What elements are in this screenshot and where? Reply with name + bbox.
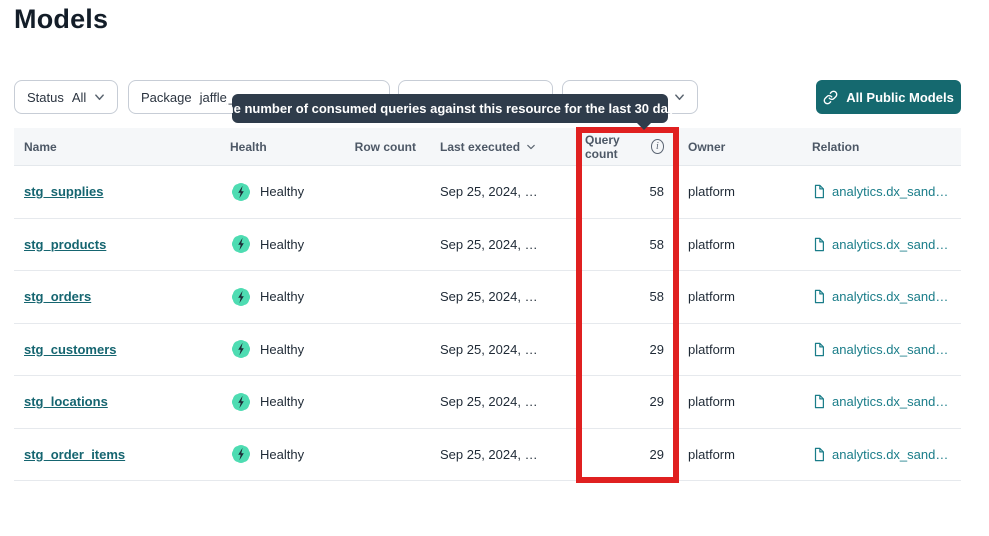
column-header-relation[interactable]: Relation <box>812 139 860 154</box>
model-link[interactable]: stg_order_items <box>24 446 126 462</box>
table-row: stg_customers Healthy Sep 25, 2024, … 29… <box>14 323 961 376</box>
query-count-value: 58 <box>649 289 664 305</box>
status-filter-value: All <box>71 89 87 105</box>
document-icon <box>814 237 824 251</box>
owner-value: platform <box>688 394 735 410</box>
table-row: stg_orders Healthy Sep 25, 2024, … 58 pl… <box>14 271 961 324</box>
health-badge-icon <box>231 235 251 254</box>
last-executed-value: Sep 25, 2024, … <box>440 341 538 357</box>
query-count-value: 58 <box>649 236 664 252</box>
status-filter-label: Status <box>27 89 64 105</box>
model-link[interactable]: stg_customers <box>24 341 117 357</box>
table-row: stg_locations Healthy Sep 25, 2024, … 29… <box>14 376 961 429</box>
last-executed-value: Sep 25, 2024, … <box>440 289 538 305</box>
relation-link[interactable]: analytics.dx_sand… <box>832 236 949 252</box>
query-count-value: 29 <box>649 394 664 410</box>
health-status-label: Healthy <box>260 236 305 252</box>
chevron-down-icon <box>526 140 536 154</box>
tooltip-text: The number of consumed queries against t… <box>217 101 683 116</box>
all-public-models-label: All Public Models <box>846 89 954 105</box>
health-badge-icon <box>231 445 251 464</box>
column-header-last-executed[interactable]: Last executed <box>420 140 570 154</box>
last-executed-value: Sep 25, 2024, … <box>440 184 538 200</box>
document-icon <box>814 342 824 356</box>
package-filter-value: jaffle_ <box>199 89 235 105</box>
query-count-value: 29 <box>649 446 664 462</box>
health-status-label: Healthy <box>260 394 305 410</box>
last-executed-label: Last executed <box>440 139 521 154</box>
package-filter-label: Package <box>141 89 192 105</box>
query-count-value: 29 <box>649 341 664 357</box>
tooltip-caret <box>636 122 652 130</box>
health-badge-icon <box>231 340 251 359</box>
health-badge-icon <box>231 392 251 411</box>
column-header-health[interactable]: Health <box>230 139 267 154</box>
document-icon <box>814 395 824 409</box>
last-executed-value: Sep 25, 2024, … <box>440 236 538 252</box>
document-icon <box>814 447 824 461</box>
owner-value: platform <box>688 184 735 200</box>
query-count-tooltip: The number of consumed queries against t… <box>218 94 682 130</box>
owner-value: platform <box>688 446 735 462</box>
health-status-label: Healthy <box>260 289 305 305</box>
status-filter-dropdown[interactable]: Status All <box>14 80 118 114</box>
health-status-label: Healthy <box>260 341 305 357</box>
query-count-label: Query count <box>585 132 620 161</box>
relation-link[interactable]: analytics.dx_sand… <box>832 446 949 462</box>
document-icon <box>814 290 824 304</box>
health-status-label: Healthy <box>260 446 305 462</box>
model-link[interactable]: stg_products <box>24 236 107 252</box>
column-header-owner[interactable]: Owner <box>688 139 726 154</box>
table-row: stg_supplies Healthy Sep 25, 2024, … 58 … <box>14 166 961 219</box>
info-icon[interactable]: i <box>650 139 664 154</box>
health-status-label: Healthy <box>260 184 305 200</box>
link-icon <box>823 90 838 105</box>
all-public-models-button[interactable]: All Public Models <box>816 80 961 114</box>
model-link[interactable]: stg_supplies <box>24 184 104 200</box>
relation-link[interactable]: analytics.dx_sand… <box>832 394 949 410</box>
relation-link[interactable]: analytics.dx_sand… <box>832 184 949 200</box>
owner-value: platform <box>688 289 735 305</box>
owner-value: platform <box>688 236 735 252</box>
models-table: Name Health Row count Last executed Quer… <box>14 128 961 481</box>
last-executed-value: Sep 25, 2024, … <box>440 394 538 410</box>
relation-link[interactable]: analytics.dx_sand… <box>832 341 949 357</box>
query-count-value: 58 <box>649 184 664 200</box>
page-title: Models <box>14 4 109 34</box>
relation-link[interactable]: analytics.dx_sand… <box>832 289 949 305</box>
health-badge-icon <box>231 287 251 306</box>
health-badge-icon <box>231 182 251 201</box>
table-row: stg_products Healthy Sep 25, 2024, … 58 … <box>14 218 961 271</box>
document-icon <box>814 185 824 199</box>
chevron-down-icon <box>674 92 685 102</box>
column-header-name[interactable]: Name <box>24 139 57 154</box>
table-row: stg_order_items Healthy Sep 25, 2024, … … <box>14 428 961 481</box>
column-header-query-count[interactable]: Query count i <box>570 133 678 161</box>
table-header-row: Name Health Row count Last executed Quer… <box>14 128 961 166</box>
last-executed-value: Sep 25, 2024, … <box>440 446 538 462</box>
owner-value: platform <box>688 341 735 357</box>
model-link[interactable]: stg_locations <box>24 394 108 410</box>
column-header-row-count[interactable]: Row count <box>354 139 416 154</box>
model-link[interactable]: stg_orders <box>24 289 92 305</box>
chevron-down-icon <box>94 92 105 102</box>
